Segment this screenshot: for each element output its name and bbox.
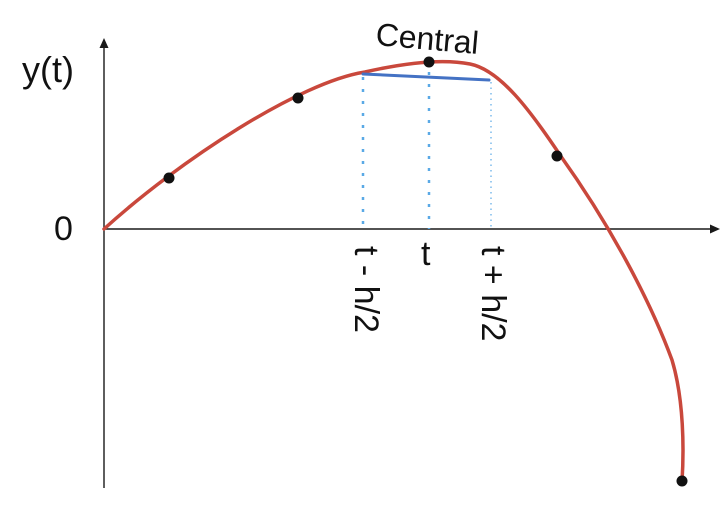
function-curve (102, 59, 685, 484)
guide-lines (361, 72, 492, 229)
sample-point (551, 150, 563, 162)
central-secant-line (361, 72, 491, 82)
tick-label-t-plus-half-h: t + h/2 (474, 246, 512, 341)
tick-label-t-minus-half-h: t - h/2 (347, 246, 385, 333)
origin-label: 0 (54, 210, 73, 248)
tick-label-t: t (421, 235, 431, 273)
sample-points (163, 56, 688, 487)
y-axis-arrow (99, 38, 109, 48)
title-central: Central (374, 16, 480, 61)
x-axis-arrow (710, 224, 720, 234)
sample-point (163, 172, 175, 184)
sample-point-central (423, 56, 435, 68)
y-axis-label: y(t) (22, 49, 74, 90)
axes (99, 38, 720, 488)
sample-point (676, 475, 688, 487)
sample-point (292, 92, 304, 104)
